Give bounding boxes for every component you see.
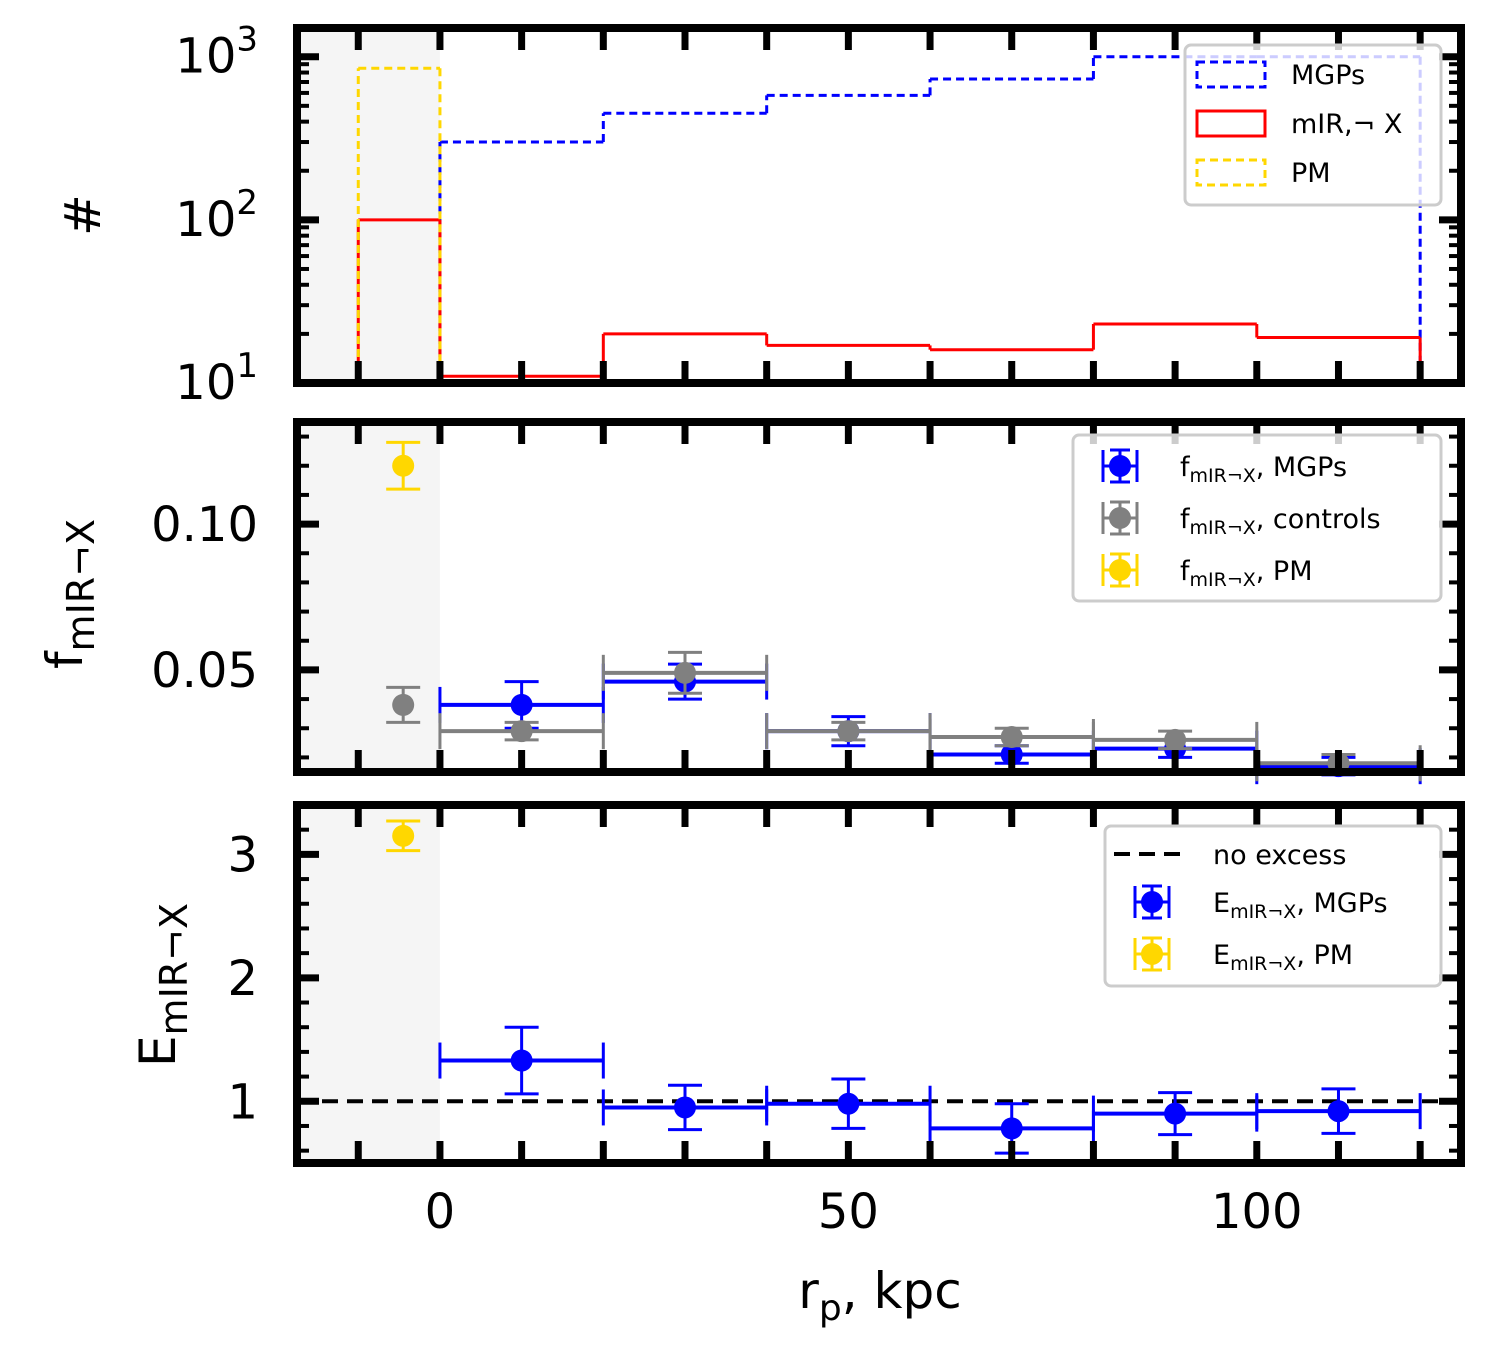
- legend-label-suffix: , MGPs: [1296, 888, 1387, 919]
- excess-y-label-main: E: [129, 1035, 187, 1067]
- y-tick-base: 10: [175, 192, 236, 248]
- y-tick-exponent: 3: [236, 20, 258, 60]
- legend-swatch-pm: [1109, 559, 1131, 581]
- y-tick-label: 0.10: [151, 497, 258, 553]
- point-controls: [392, 693, 415, 716]
- fraction-shaded-region: [297, 422, 440, 772]
- legend-label-controls: fmIR¬X, controls: [1180, 504, 1381, 539]
- x-axis-label-suffix: , kpc: [842, 1262, 962, 1320]
- legend-swatch-pm: [1195, 158, 1267, 187]
- point-mgps: [837, 1092, 860, 1115]
- fraction-y-label-main: f: [36, 650, 94, 669]
- legend-label-mgps: EmIR¬X, MGPs: [1213, 888, 1388, 923]
- legend-swatch-mgps: [1195, 60, 1267, 89]
- counts-shaded-region: [297, 28, 440, 383]
- legend-box: [1183, 43, 1443, 207]
- y-tick-label: 102: [175, 183, 258, 248]
- legend-label-main: f: [1180, 556, 1191, 587]
- excess-errorbars: [297, 819, 1461, 1155]
- legend-label-sub: mIR¬X: [1230, 953, 1296, 975]
- legend-swatch-pm: [1141, 943, 1163, 965]
- counts-y-label: #: [54, 194, 112, 236]
- y-tick-label: 2: [227, 951, 258, 1007]
- legend-label-sub: mIR¬X: [1190, 465, 1256, 487]
- counts-legend: MGPs mIR,¬ X PM: [1183, 43, 1443, 207]
- excess-y-label-sub: mIR¬X: [152, 903, 196, 1036]
- excess-shaded-region: [297, 805, 440, 1163]
- legend-label-mir_x: mIR,¬ X: [1291, 109, 1402, 140]
- fraction-y-label: fmIR¬X: [36, 519, 103, 669]
- point-controls: [1164, 728, 1187, 751]
- legend-box: [1103, 824, 1443, 988]
- legend-swatch-mgps: [1109, 455, 1131, 477]
- legend-label-main: f: [1180, 452, 1191, 483]
- fraction-frame: [293, 418, 1465, 776]
- excess-y-label: EmIR¬X: [129, 903, 196, 1067]
- x-axis-label-sub: p: [819, 1288, 842, 1329]
- legend-label-main: E: [1213, 940, 1230, 971]
- counts-frame: [293, 24, 1465, 387]
- point-mgps: [510, 1049, 533, 1072]
- legend-swatch-controls: [1109, 507, 1131, 529]
- legend-swatch-mgps: [1141, 891, 1163, 913]
- legend-label-suffix: , PM: [1296, 940, 1353, 971]
- y-tick-label: 101: [175, 346, 258, 411]
- point-mgps: [1164, 1102, 1187, 1125]
- legend-label-suffix: , controls: [1256, 504, 1381, 535]
- legend-label-mgps: MGPs: [1291, 60, 1365, 91]
- y-tick-label: 3: [227, 827, 258, 883]
- x-axis-label: rp, kpc: [798, 1262, 961, 1329]
- point-controls: [1000, 726, 1023, 748]
- y-tick-base: 10: [175, 355, 236, 411]
- y-tick-label: 0.05: [151, 643, 258, 699]
- fraction-y-label-sub: mIR¬X: [59, 519, 103, 652]
- legend-label-sub: mIR¬X: [1230, 901, 1296, 923]
- legend-label-pm: PM: [1291, 158, 1331, 189]
- legend-label-main: E: [1213, 888, 1230, 919]
- x-tick-label: 0: [425, 1184, 456, 1240]
- x-tick-label: 100: [1211, 1184, 1303, 1240]
- legend-label-sub: mIR¬X: [1190, 517, 1256, 539]
- point-controls: [674, 661, 696, 684]
- y-tick-base: 10: [175, 29, 236, 85]
- y-tick-exponent: 2: [236, 183, 258, 223]
- y-tick-exponent: 1: [236, 346, 258, 386]
- legend-label-mgps: fmIR¬X, MGPs: [1180, 452, 1347, 487]
- legend-label-sub: mIR¬X: [1190, 569, 1256, 591]
- legend-label-pm: fmIR¬X, PM: [1180, 556, 1313, 591]
- x-tick-label: 50: [818, 1184, 879, 1240]
- point-mgps: [1000, 1117, 1023, 1140]
- point-controls: [837, 720, 860, 743]
- legend-label-no_excess: no excess: [1213, 840, 1346, 871]
- legend-label-main: f: [1180, 504, 1191, 535]
- legend-box: [1071, 433, 1443, 603]
- legend-label-pm: EmIR¬X, PM: [1213, 940, 1353, 975]
- point-mgps: [1327, 1100, 1350, 1123]
- excess-frame: [293, 801, 1465, 1167]
- x-axis-label-main: r: [798, 1262, 819, 1320]
- point-controls: [510, 720, 533, 743]
- legend-label-suffix: , PM: [1256, 556, 1313, 587]
- point-mgps: [510, 693, 533, 716]
- y-tick-label: 1: [227, 1074, 258, 1130]
- point-pm: [392, 824, 415, 847]
- y-tick-label: 103: [175, 20, 258, 85]
- point-pm: [392, 454, 415, 477]
- legend-swatch-mir_x: [1195, 109, 1267, 138]
- legend-label-suffix: , MGPs: [1256, 452, 1347, 483]
- point-mgps: [674, 1096, 696, 1119]
